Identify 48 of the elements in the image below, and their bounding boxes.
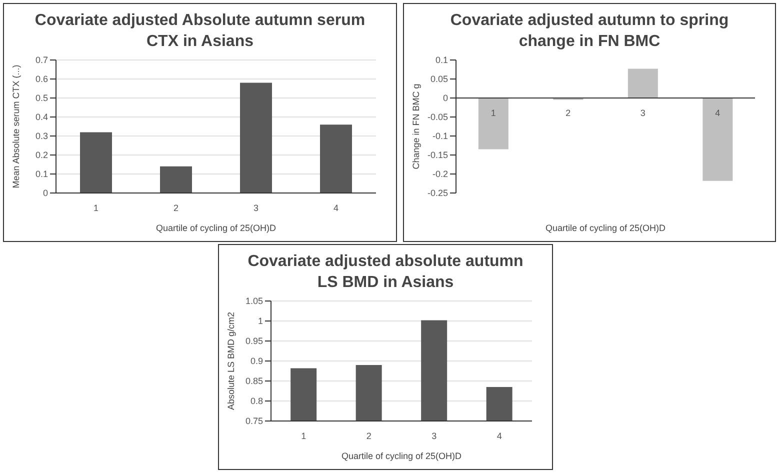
y-tick-label: 0.05 — [430, 74, 448, 84]
x-tick-label: 3 — [253, 203, 259, 213]
x-tick-label: 1 — [490, 108, 496, 118]
y-tick-label: 1 — [258, 316, 263, 326]
y-tick-label: 0.4 — [35, 112, 48, 122]
y-tick-label: 0.95 — [245, 336, 263, 346]
y-tick-label: -0.2 — [432, 169, 448, 180]
y-tick-label: 0.1 — [435, 55, 448, 66]
x-tick-label: 4 — [496, 431, 502, 441]
x-tick-label: 3 — [432, 431, 437, 441]
y-tick-label: 0.85 — [245, 376, 263, 386]
y-tick-label: 0 — [442, 93, 448, 104]
x-tick-label: 2 — [366, 431, 372, 441]
y-tick-label: 0.8 — [250, 396, 263, 406]
bar — [320, 124, 352, 193]
x-tick-label: 3 — [640, 108, 646, 118]
chart-title: Covariate adjusted Absolute autumn serum CTX in Asians — [34, 11, 366, 52]
y-tick-label: -0.05 — [427, 112, 448, 122]
y-tick-label: -0.15 — [427, 150, 448, 160]
y-tick-label: 0.3 — [35, 131, 48, 142]
y-axis-title: Change in FN BMC g — [411, 84, 422, 170]
bar — [240, 82, 272, 193]
bar — [160, 166, 192, 193]
y-tick-label: 0 — [42, 188, 48, 198]
chart-title: Covariate adjusted autumn to spring change in FN BMC — [449, 11, 730, 52]
y-tick-label: 0.75 — [245, 416, 263, 426]
x-axis-title: Quartile of cycling of 25(OH)D — [156, 223, 277, 233]
y-axis-title: Absolute LS BMD g/cm2 — [226, 312, 236, 410]
x-tick-label: 4 — [333, 203, 339, 213]
x-tick-label: 2 — [173, 203, 179, 213]
y-tick-label: -0.25 — [427, 188, 448, 198]
y-tick-label: 0.2 — [35, 150, 48, 160]
chart-title: Covariate adjusted absolute autumn LS BMD in Asians — [246, 252, 524, 293]
x-tick-label: 1 — [93, 203, 99, 213]
x-axis-title: Quartile of cycling of 25(OH)D — [545, 223, 666, 233]
y-tick-label: 1.05 — [245, 296, 263, 306]
bar — [80, 132, 112, 193]
x-tick-label: 1 — [301, 431, 306, 441]
y-tick-label: -0.1 — [432, 131, 448, 142]
y-tick-label: 0.9 — [250, 356, 263, 366]
y-tick-label: 0.6 — [35, 74, 48, 84]
y-axis-title: Mean Absolute serum CTX (...) — [11, 64, 22, 188]
x-axis-title: Quartile of cycling of 25(OH)D — [341, 451, 462, 461]
y-tick-label: 0.1 — [35, 169, 48, 180]
y-tick-label: 0.7 — [35, 55, 48, 66]
x-tick-label: 4 — [715, 108, 720, 118]
x-tick-label: 2 — [566, 108, 571, 118]
y-tick-label: 0.5 — [35, 93, 48, 104]
